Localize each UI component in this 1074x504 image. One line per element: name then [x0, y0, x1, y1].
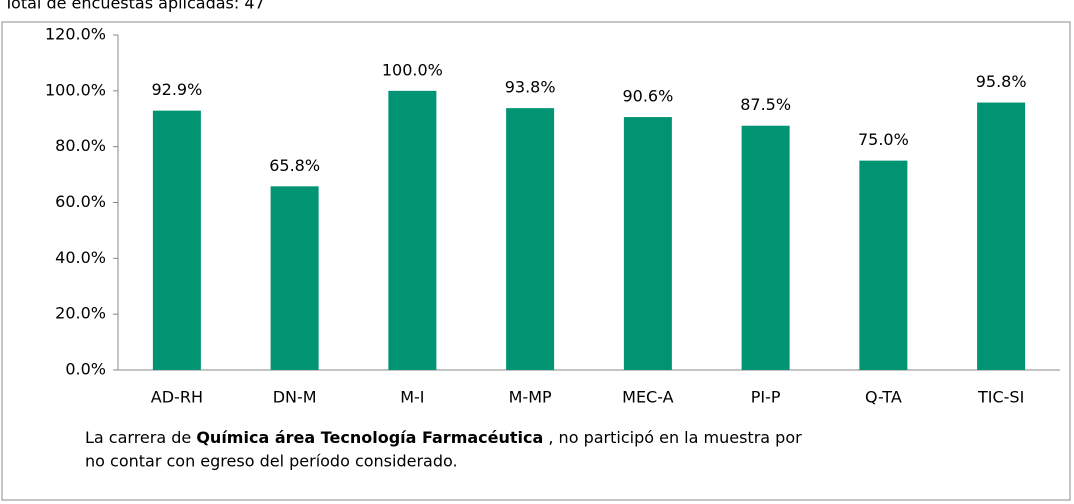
- x-tick-label: DN-M: [273, 388, 317, 407]
- bar: [270, 186, 319, 370]
- value-label: 75.0%: [858, 130, 909, 149]
- note-text: , no participó en la muestra por: [543, 428, 802, 447]
- value-label: 95.8%: [976, 72, 1027, 91]
- x-tick-label: M-MP: [509, 388, 552, 407]
- bar: [741, 125, 790, 371]
- bar: [506, 108, 555, 371]
- note-line-1: La carrera de Química área Tecnología Fa…: [85, 428, 802, 447]
- header: Total de encuestas aplicadas: 47: [3, 0, 265, 13]
- x-tick-label: M-I: [400, 388, 424, 407]
- y-tick-label: 20.0%: [55, 304, 106, 323]
- y-tick-label: 80.0%: [55, 136, 106, 155]
- note-bold: Química área Tecnología Farmacéutica: [196, 428, 543, 447]
- bar: [388, 90, 437, 370]
- bar: [623, 117, 672, 370]
- value-label: 65.8%: [269, 156, 320, 175]
- x-tick-label: AD-RH: [151, 388, 203, 407]
- y-tick-label: 120.0%: [45, 25, 106, 44]
- x-tick-label: Q-TA: [865, 388, 902, 407]
- value-label: 100.0%: [382, 60, 443, 79]
- note-line-2: no contar con egreso del período conside…: [85, 452, 458, 471]
- value-label: 90.6%: [622, 87, 673, 106]
- bar: [859, 160, 908, 370]
- y-tick-label: 0.0%: [65, 360, 106, 379]
- bar: [977, 102, 1026, 370]
- y-tick-label: 40.0%: [55, 248, 106, 267]
- x-tick-label: TIC-SI: [977, 388, 1024, 407]
- value-label: 87.5%: [740, 95, 791, 114]
- bar: [152, 110, 201, 370]
- y-tick-label: 100.0%: [45, 80, 106, 99]
- x-tick-label: MEC-A: [622, 388, 674, 407]
- x-tick-label: PI-P: [751, 388, 781, 407]
- note-text: La carrera de: [85, 428, 196, 447]
- y-tick-label: 60.0%: [55, 192, 106, 211]
- value-label: 92.9%: [151, 80, 202, 99]
- value-label: 93.8%: [505, 78, 556, 97]
